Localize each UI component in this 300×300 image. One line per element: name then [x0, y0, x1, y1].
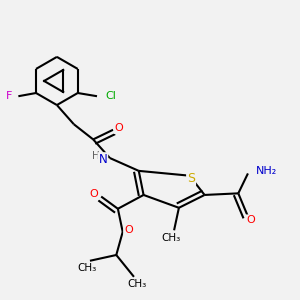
Text: O: O [246, 215, 255, 225]
Text: CH₃: CH₃ [77, 263, 96, 273]
Text: O: O [124, 225, 133, 235]
Text: O: O [90, 189, 98, 199]
Text: O: O [115, 123, 123, 133]
Text: NH₂: NH₂ [256, 166, 277, 176]
Text: CH₃: CH₃ [161, 233, 181, 243]
Text: Cl: Cl [105, 91, 116, 101]
Text: CH₃: CH₃ [127, 279, 146, 289]
Text: N: N [98, 153, 107, 166]
Text: H: H [92, 152, 100, 161]
Text: S: S [187, 172, 195, 185]
Text: F: F [6, 91, 13, 101]
